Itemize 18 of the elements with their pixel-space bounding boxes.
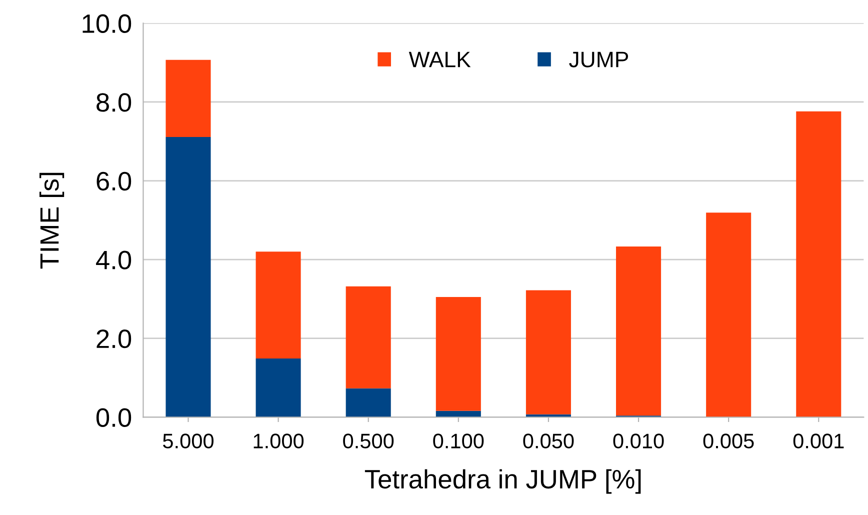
x-tick-label: 0.500 bbox=[343, 434, 394, 448]
x-tick-label: 0.001 bbox=[793, 434, 844, 448]
x-tick-label: 0.100 bbox=[433, 434, 484, 448]
y-tick-label: 8.0 bbox=[96, 93, 132, 112]
legend-label: WALK bbox=[408, 52, 471, 68]
y-tick-label: 0.0 bbox=[96, 408, 132, 427]
y-tick-label: 4.0 bbox=[96, 250, 132, 270]
x-tick-label: 1.000 bbox=[254, 434, 304, 448]
y-tick-label: 6.0 bbox=[96, 172, 132, 191]
x-axis-title: Tetrahedra in JUMP [%] bbox=[364, 469, 641, 494]
y-tick-label: 2.0 bbox=[96, 329, 132, 348]
y-axis-title: TIME [s] bbox=[39, 172, 64, 269]
y-tick-label: 10.0 bbox=[82, 14, 132, 33]
x-tick-label: 0.010 bbox=[613, 434, 664, 448]
x-tick-label: 0.050 bbox=[523, 434, 574, 448]
x-tick-label: 0.005 bbox=[703, 434, 754, 448]
x-tick-label: 5.000 bbox=[163, 434, 214, 448]
legend-label: JUMP bbox=[569, 52, 628, 68]
